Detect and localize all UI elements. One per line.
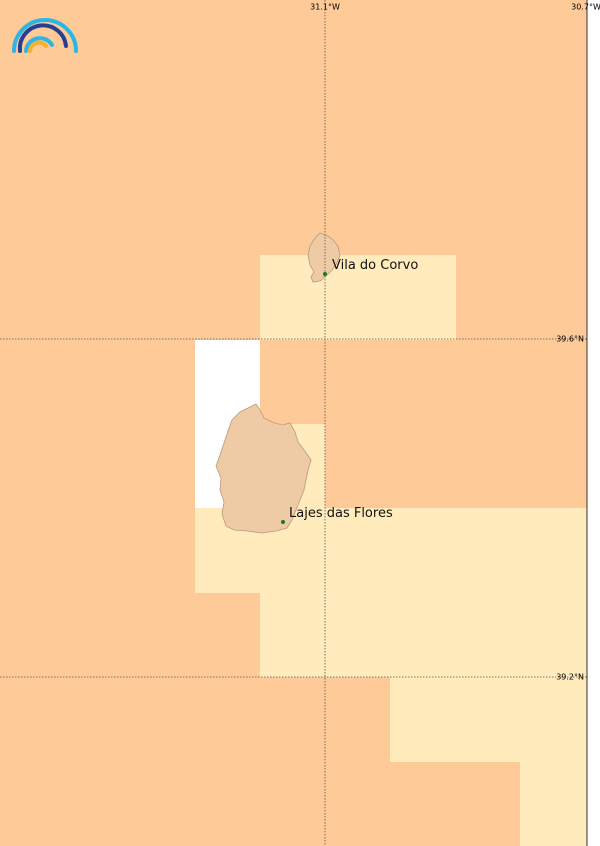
logo: [12, 18, 78, 53]
place-marker: [281, 520, 285, 524]
cells-light: [195, 255, 587, 846]
latitude-label: 39.6°N: [556, 335, 584, 344]
place-label: Vila do Corvo: [332, 258, 418, 273]
longitude-label: 30.7°W: [571, 3, 600, 12]
latitude-label: 39.2°N: [556, 673, 584, 682]
island-flores: [215, 403, 312, 534]
place-marker: [323, 272, 327, 276]
place-label: Lajes das Flores: [289, 506, 393, 521]
longitude-label: 31.1°W: [310, 3, 340, 12]
island-corvo: [307, 232, 341, 283]
